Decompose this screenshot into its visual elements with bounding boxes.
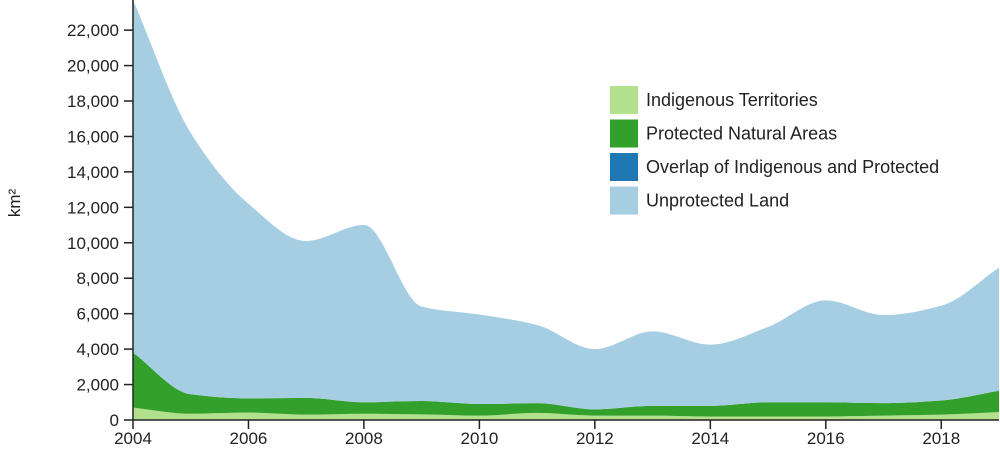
- legend-label-protected-natural-areas: Protected Natural Areas: [646, 124, 837, 144]
- y-tick-label: 10,000: [67, 234, 119, 253]
- x-tick-label: 2010: [460, 429, 498, 448]
- x-tick-label: 2006: [230, 429, 268, 448]
- x-tick-label: 2008: [345, 429, 383, 448]
- y-tick-label: 4,000: [76, 340, 119, 359]
- y-tick-label: 16,000: [67, 127, 119, 146]
- y-tick-label: 18,000: [67, 92, 119, 111]
- x-tick-label: 2014: [691, 429, 729, 448]
- legend: Indigenous Territories Protected Natural …: [610, 86, 939, 215]
- y-tick-label: 8,000: [76, 269, 119, 288]
- area-series-group: [133, 0, 999, 420]
- legend-swatch-unprotected-land: [610, 186, 638, 215]
- y-tick-label: 6,000: [76, 305, 119, 324]
- area-protected-natural-areas: [133, 352, 999, 417]
- x-tick-label: 2012: [576, 429, 614, 448]
- y-tick-label: 20,000: [67, 57, 119, 76]
- y-tick-label: 2,000: [76, 376, 119, 395]
- x-tick-label: 2016: [807, 429, 845, 448]
- legend-swatch-indigenous-territories: [610, 86, 638, 114]
- y-tick-label: 14,000: [67, 163, 119, 182]
- legend-label-overlap-of-indigenous-and-protected: Overlap of Indigenous and Protected: [646, 157, 939, 177]
- area-unprotected-land: [133, 0, 999, 410]
- x-tick-label: 2004: [114, 429, 152, 448]
- legend-label-unprotected-land: Unprotected Land: [646, 191, 789, 211]
- y-tick-label: 22,000: [67, 21, 119, 40]
- legend-swatch-overlap-of-indigenous-and-protected: [610, 153, 638, 181]
- x-tick-label: 2018: [922, 429, 960, 448]
- area-indigenous-territories: [133, 407, 999, 420]
- y-tick-label: 0: [110, 411, 119, 430]
- y-axis-title: km²: [5, 189, 24, 218]
- legend-swatch-protected-natural-areas: [610, 119, 638, 148]
- axes-group: 0 2,000 4,000 6,000 8,000 10,000 12,000 14,000 1…: [67, 0, 999, 448]
- legend-label-indigenous-territories: Indigenous Territories: [646, 90, 818, 110]
- y-tick-label: 12,000: [67, 198, 119, 217]
